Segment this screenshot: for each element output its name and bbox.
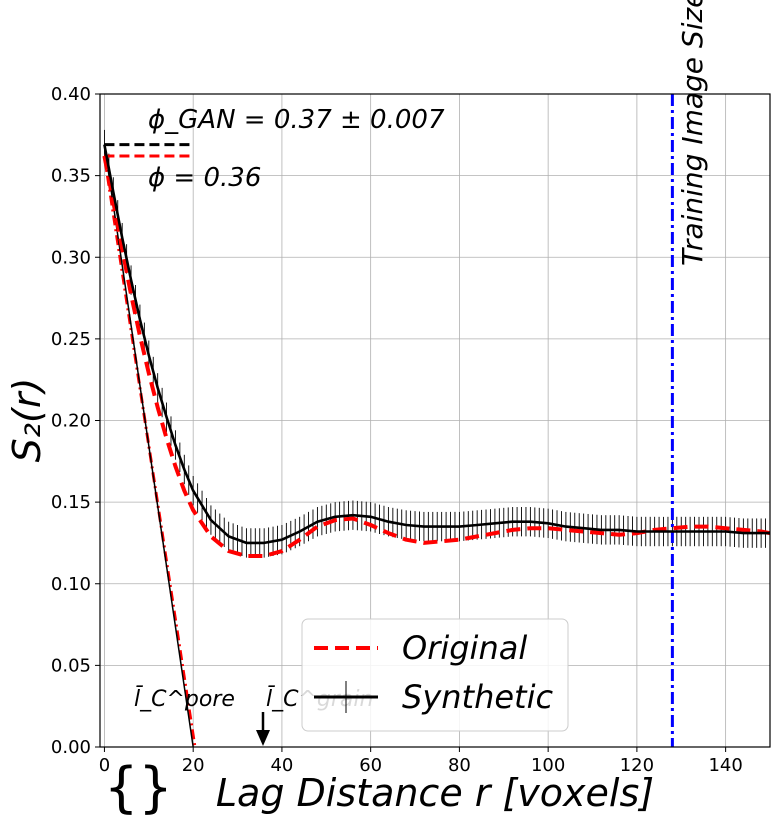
x-tick-label: 120 [620, 755, 654, 776]
x-tick-label: 140 [708, 755, 742, 776]
y-tick-label: 0.20 [51, 411, 91, 432]
y-tick-label: 0.15 [51, 492, 91, 513]
legend-label-original: Original [402, 629, 527, 667]
y-tick-label: 0.10 [51, 574, 91, 595]
lc-pore-annotation: l̄_C^pore [134, 686, 235, 712]
brace-glyph: {} [104, 756, 173, 819]
tangent-synthetic [103, 144, 194, 747]
x-tick-label: 100 [531, 755, 565, 776]
series-line-original [102, 155, 770, 558]
y-tick-label: 0.25 [51, 329, 91, 350]
x-tick-label: 60 [359, 755, 382, 776]
x-tick-label: 80 [448, 755, 471, 776]
x-tick-label: 0 [99, 755, 110, 776]
training-size-label: Training Image Size [676, 0, 709, 266]
series-group [102, 94, 770, 747]
x-tick-label: 40 [270, 755, 293, 776]
legend: Original Synthetic [301, 618, 569, 732]
x-tick-label: 20 [182, 755, 205, 776]
x-axis-label: Lag Distance r [voxels] [216, 771, 654, 815]
y-tick-label: 0.35 [51, 166, 91, 187]
phi-annotation: ϕ = 0.36 [148, 163, 261, 193]
tick-labels: 0 20 40 60 80 100 120 140 0.00 0.05 0.10 0.15 0.20 0.… [51, 84, 743, 776]
plot-frame [99, 93, 771, 748]
y-tick-label: 0.30 [51, 247, 91, 268]
grain-arrow [256, 712, 270, 746]
series-line-synthetic [103, 144, 770, 545]
y-axis-label: S₂(r) [5, 378, 49, 463]
phi-gan-annotation: ϕ_GAN = 0.37 ± 0.007 [148, 105, 445, 135]
y-tick-label: 0.40 [51, 84, 91, 105]
y-tick-label: 0.00 [51, 737, 91, 758]
y-tick-label: 0.05 [51, 655, 91, 676]
legend-label-synthetic: Synthetic [402, 678, 553, 716]
